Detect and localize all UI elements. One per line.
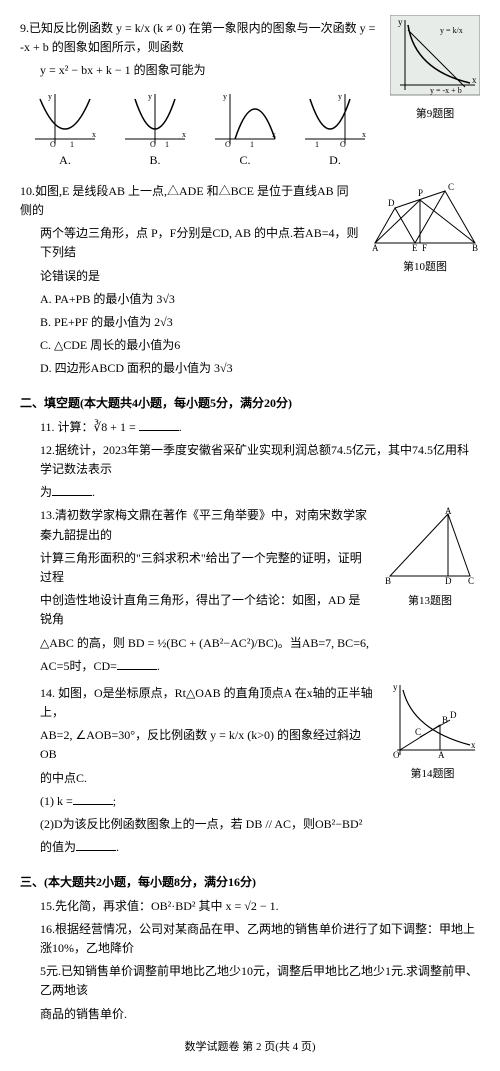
svg-text:A: A — [438, 750, 445, 760]
svg-text:x: x — [472, 75, 477, 85]
q10-figure: A E F B D P C 第10题图 — [370, 178, 480, 277]
svg-text:B: B — [472, 243, 478, 253]
svg-text:y: y — [393, 682, 398, 692]
section3-title: 三、(本大题共2小题，每小题8分，满分16分) — [20, 873, 480, 892]
svg-text:B: B — [442, 715, 448, 725]
q16-text: 16.根据经营情况，公司对某商品在甲、乙两地的销售单价进行了如下调整：甲地上涨1… — [20, 920, 480, 958]
q9-optA: xyO1 A. — [25, 89, 105, 170]
svg-text:x: x — [272, 130, 276, 139]
q13-text5: AC=5时，CD=. — [20, 657, 480, 676]
q12-text: 12.据统计，2023年第一季度安徽省采矿业实现利润总额74.5亿元，其中74.… — [20, 441, 480, 479]
q14-figure: x y O A B C D 第14题图 — [385, 680, 480, 784]
svg-text:1: 1 — [250, 140, 254, 149]
svg-text:y: y — [338, 92, 342, 101]
q14-text5: (2)D为该反比例函数图象上的一点，若 DB // AC，则OB²−BD² — [20, 815, 480, 834]
q13-blank — [117, 657, 157, 670]
svg-text:D: D — [450, 710, 457, 720]
svg-text:y: y — [48, 92, 52, 101]
q9-right-figure: x y y = k/x y = -x + b 第9题图 — [390, 15, 480, 124]
q11: 11. 计算：∛8 + 1 = . — [20, 418, 480, 437]
svg-text:1: 1 — [315, 140, 319, 149]
q14-blank2 — [76, 838, 116, 851]
q14-text6: 的值为. — [20, 838, 480, 857]
q10-optA: A. PA+PB 的最小值为 3√3 — [20, 290, 480, 309]
q14-caption: 第14题图 — [385, 766, 480, 784]
q9-label1: y = k/x — [440, 26, 463, 35]
svg-text:D: D — [388, 198, 395, 208]
svg-text:x: x — [471, 740, 476, 750]
svg-text:C: C — [468, 576, 474, 586]
q9-optB: xyO1 B. — [115, 89, 195, 170]
q14-text4: (1) k =; — [20, 792, 480, 811]
q15: 15.先化简，再求值：OB²·BD² 其中 x = √2 − 1. — [20, 897, 480, 916]
q9-optD: xyO1 D. — [295, 89, 375, 170]
svg-text:1: 1 — [165, 140, 169, 149]
q9-optC: xyO1 C. — [205, 89, 285, 170]
q9-label2: y = -x + b — [430, 86, 462, 95]
svg-text:P: P — [418, 188, 423, 198]
q13-caption: 第13题图 — [380, 593, 480, 611]
q10-caption: 第10题图 — [370, 259, 480, 277]
section2-title: 二、填空题(本大题共4小题，每小题5分，满分20分) — [20, 394, 480, 413]
q13-text4: △ABC 的高，则 BD = ½(BC + (AB²−AC²)/BC)。当AB=… — [20, 634, 480, 653]
q16-text3: 商品的销售单价. — [20, 1005, 480, 1024]
svg-text:O: O — [225, 140, 231, 149]
svg-text:x: x — [92, 130, 96, 139]
svg-text:A: A — [372, 243, 379, 253]
q12-blank — [52, 483, 92, 496]
svg-text:C: C — [448, 182, 454, 192]
svg-text:y: y — [148, 92, 152, 101]
q10-optB: B. PE+PF 的最小值为 2√3 — [20, 313, 480, 332]
q9-right-caption: 第9题图 — [390, 106, 480, 124]
q13-figure: B D C A 第13题图 — [380, 506, 480, 610]
svg-text:O: O — [50, 140, 56, 149]
svg-text:C: C — [415, 727, 421, 737]
q16-text2: 5元.已知销售单价调整前甲地比乙地少10元，调整后甲地比乙地少1元.求调整前甲、… — [20, 962, 480, 1000]
svg-text:D: D — [445, 576, 452, 586]
svg-text:O: O — [150, 140, 156, 149]
svg-text:x: x — [362, 130, 366, 139]
q9-options: xyO1 A. xyO1 B. xyO1 C. xyO1 D. — [20, 89, 380, 170]
q10-optC: C. △CDE 周长的最小值为6 — [20, 336, 480, 355]
svg-text:y: y — [223, 92, 227, 101]
q14-blank1 — [73, 792, 113, 805]
page-footer: 数学试题卷 第 2 页(共 4 页) — [20, 1039, 480, 1057]
svg-text:y: y — [398, 17, 403, 27]
q12-text2: 为. — [20, 483, 480, 502]
svg-text:A: A — [445, 506, 452, 516]
svg-text:B: B — [385, 576, 391, 586]
svg-text:O: O — [393, 750, 400, 760]
svg-text:O: O — [340, 140, 346, 149]
svg-text:x: x — [182, 130, 186, 139]
svg-text:1: 1 — [70, 140, 74, 149]
q11-blank — [139, 418, 179, 431]
svg-text:E: E — [412, 243, 418, 253]
q10-optD: D. 四边形ABCD 面积的最小值为 3√3 — [20, 359, 480, 378]
svg-text:F: F — [422, 243, 427, 253]
